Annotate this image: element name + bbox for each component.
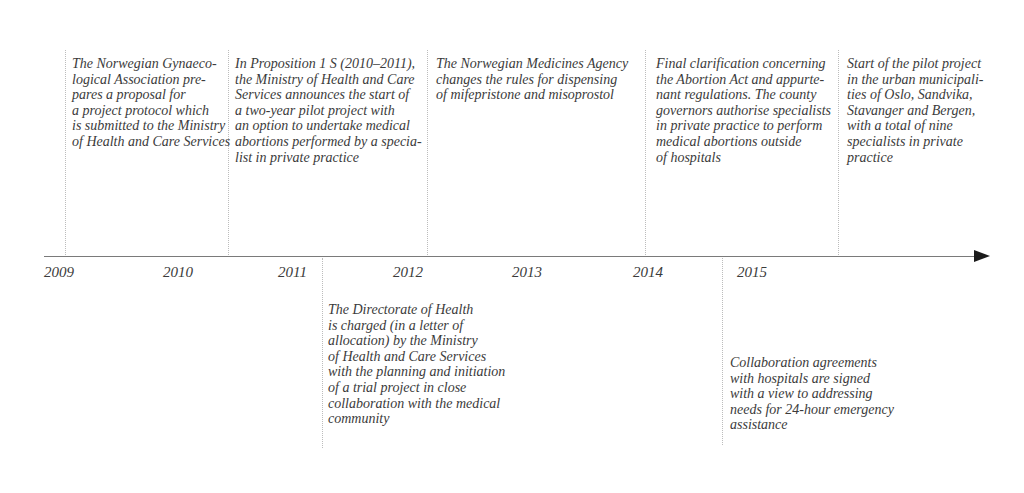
- year-label-2015: 2015: [737, 264, 767, 281]
- year-label-2009: 2009: [44, 264, 74, 281]
- event-connector-line: [427, 50, 428, 257]
- arrow-right-icon: [974, 250, 990, 262]
- event-connector-line: [322, 258, 323, 448]
- year-label-2012: 2012: [393, 264, 423, 281]
- timeline-event-above-1: The Norwegian Gynaeco- logical Associati…: [72, 56, 230, 150]
- year-label-2014: 2014: [633, 264, 663, 281]
- event-connector-line: [722, 258, 723, 445]
- event-connector-line: [645, 50, 646, 257]
- timeline-diagram: The Norwegian Gynaeco- logical Associati…: [0, 0, 1024, 493]
- timeline-axis: [44, 256, 975, 257]
- year-label-2011: 2011: [278, 264, 307, 281]
- year-label-2010: 2010: [163, 264, 193, 281]
- timeline-event-above-5: Start of the pilot project in the urban …: [847, 56, 984, 165]
- year-label-2013: 2013: [512, 264, 542, 281]
- event-connector-line: [838, 50, 839, 257]
- timeline-event-above-4: Final clarification concerning the Abort…: [656, 56, 831, 165]
- timeline-event-above-2: In Proposition 1 S (2010–2011), the Mini…: [235, 56, 422, 165]
- timeline-event-below-2: Collaboration agreements with hospitals …: [730, 355, 894, 433]
- event-connector-line: [65, 50, 66, 257]
- timeline-event-below-1: The Directorate of Health is charged (in…: [328, 302, 505, 427]
- timeline-event-above-3: The Norwegian Medicines Agency changes t…: [436, 56, 628, 103]
